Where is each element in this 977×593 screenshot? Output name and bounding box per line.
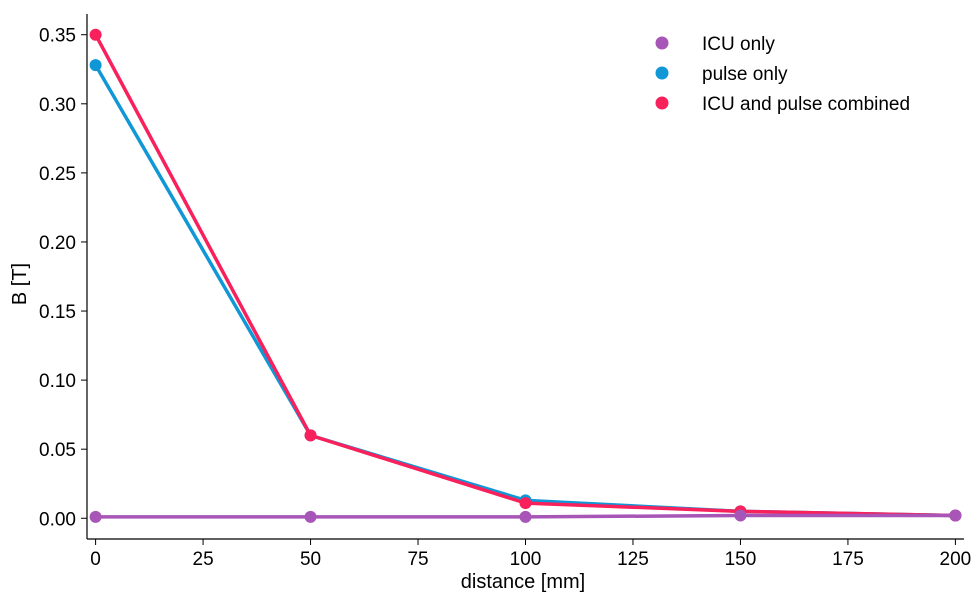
y-tick-label: 0.10 [39, 371, 76, 392]
series-line [93, 63, 958, 518]
data-point [734, 509, 747, 522]
legend-item: ICU and pulse combined [655, 94, 910, 115]
x-tick-label: 175 [832, 549, 864, 570]
y-tick-label: 0.05 [39, 440, 76, 461]
series-icu-only [89, 509, 962, 523]
y-tick-label: 0.25 [39, 164, 76, 185]
x-tick-label: 150 [725, 549, 757, 570]
legend-marker [655, 96, 669, 110]
data-point [304, 510, 317, 523]
legend-marker [655, 36, 669, 50]
data-point [519, 497, 532, 510]
data-point [89, 28, 102, 41]
legend-label: ICU only [702, 34, 775, 55]
series-pulse-only [89, 59, 962, 522]
legend-label: pulse only [702, 64, 788, 85]
y-tick-label: 0.30 [39, 95, 76, 116]
x-tick-label: 25 [193, 549, 214, 570]
data-point [519, 510, 532, 523]
legend-marker [655, 66, 669, 80]
data-point [304, 429, 317, 442]
data-point [89, 59, 102, 72]
y-tick-label: 0.00 [39, 509, 76, 530]
legend-item: pulse only [655, 64, 788, 85]
x-tick-label: 75 [407, 549, 428, 570]
legend: ICU only pulse only ICU and pulse combined [655, 34, 910, 115]
data-point [89, 510, 102, 523]
data-point [949, 509, 962, 522]
legend-item: ICU only [655, 34, 775, 55]
y-axis-label: B [T] [9, 263, 31, 305]
y-tick-label: 0.20 [39, 233, 76, 254]
x-tick-label: 0 [90, 549, 101, 570]
y-tick-label: 0.15 [39, 302, 76, 323]
x-axis-label: distance [mm] [461, 571, 585, 593]
legend-label: ICU and pulse combined [702, 94, 910, 115]
x-tick-label: 100 [510, 549, 542, 570]
y-tick-label: 0.35 [39, 26, 76, 47]
x-tick-label: 125 [617, 549, 649, 570]
x-tick-label: 50 [300, 549, 321, 570]
series-layer [89, 28, 962, 523]
x-tick-label: 200 [940, 549, 972, 570]
axes: 0 25 50 75 100 125 150 175 200 0.00 0.05 0.10 0.15 0.… [39, 14, 971, 570]
